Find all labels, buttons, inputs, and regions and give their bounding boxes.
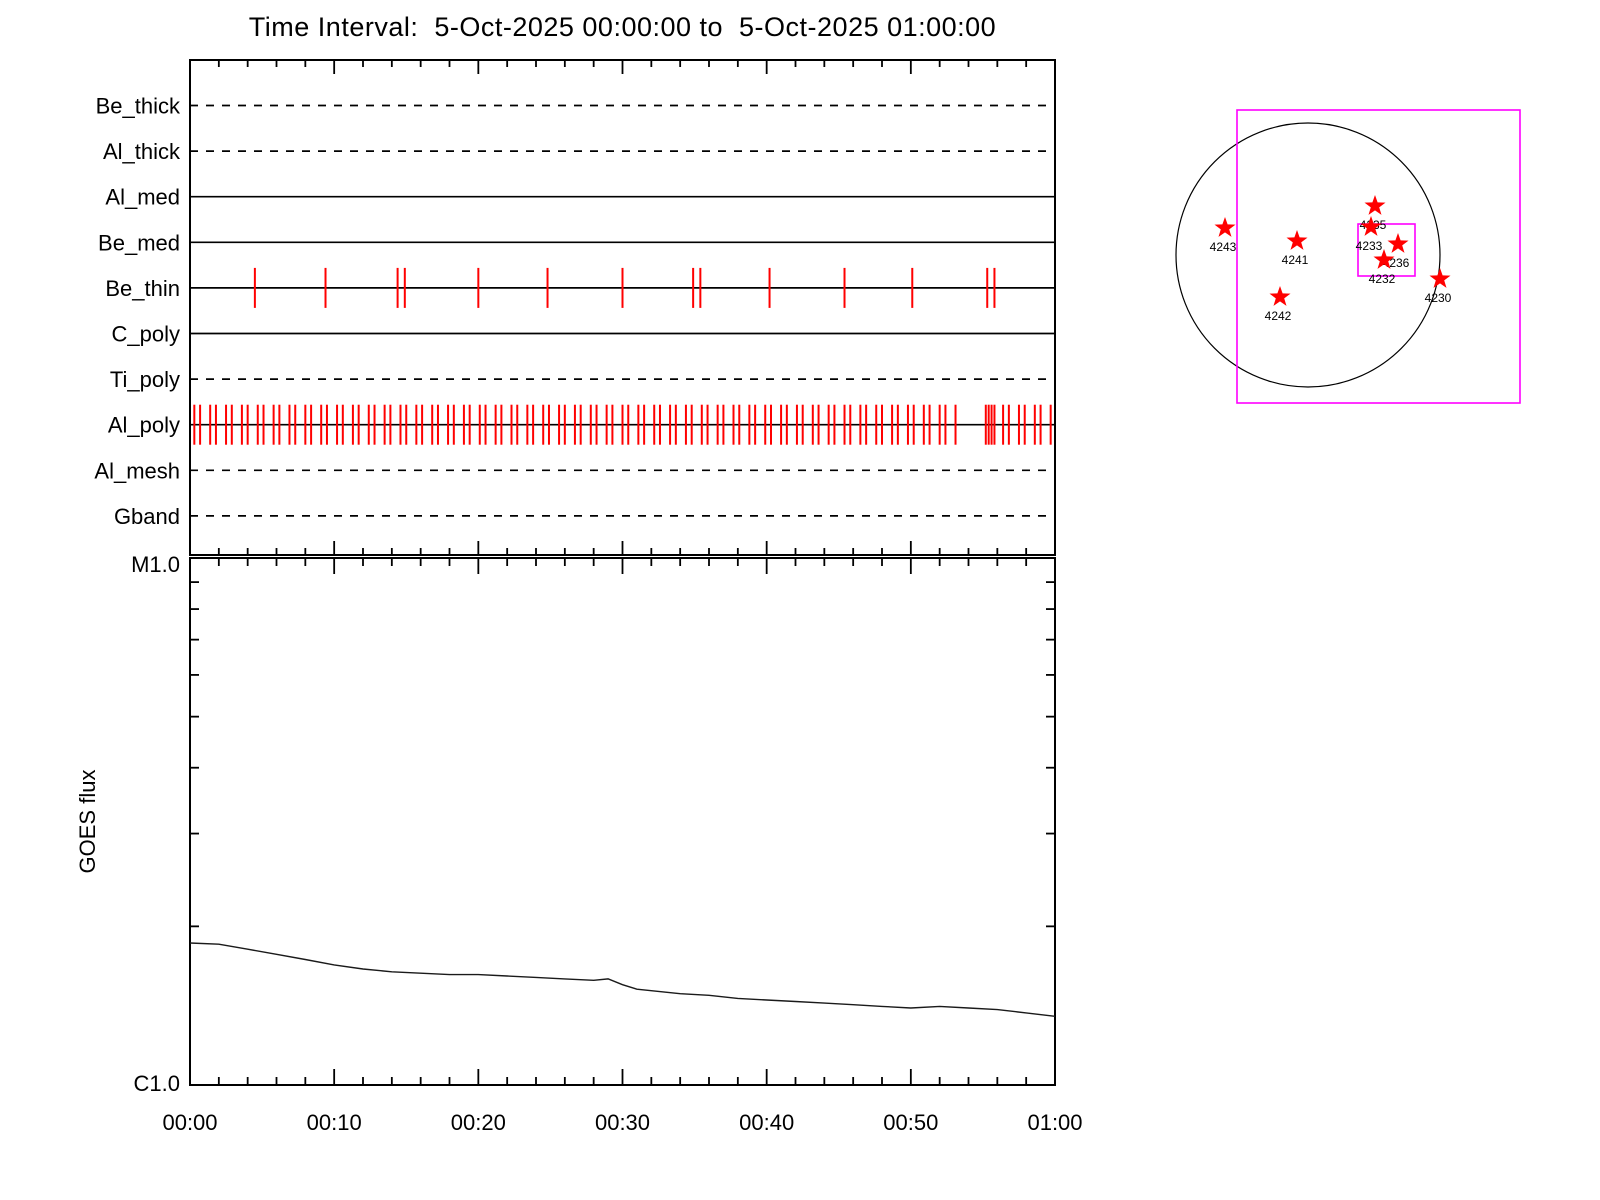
x-axis-label: 00:40: [739, 1110, 794, 1135]
active-region-label: 4233: [1356, 239, 1383, 253]
x-axis-label: 00:10: [307, 1110, 362, 1135]
filter-label: Ti_poly: [110, 367, 180, 392]
active-region-star-icon: [1429, 268, 1451, 288]
y-axis-top-label: M1.0: [131, 552, 180, 577]
active-region-label: 4230: [1425, 291, 1452, 305]
filter-label: Gband: [114, 504, 180, 529]
filter-label: Be_thick: [96, 94, 181, 119]
active-region-label: 4243: [1210, 240, 1237, 254]
filter-label: Be_thin: [105, 276, 180, 301]
fov-box-1: [1236, 109, 1521, 404]
filter-label: C_poly: [112, 322, 180, 347]
x-axis-label: 01:00: [1027, 1110, 1082, 1135]
active-region-star-icon: [1373, 249, 1395, 269]
filter-timeline-panel: Be_thick Al_thick Al_med Be_med Be_thin C_pol…: [94, 59, 1056, 556]
active-region-label: 4242: [1265, 309, 1292, 323]
filter-label: Al_med: [105, 185, 180, 210]
sun-map: 42434241423542334236423242304242: [1175, 109, 1521, 404]
y-axis-bottom-label: C1.0: [134, 1071, 180, 1096]
x-axis-label: 00:30: [595, 1110, 650, 1135]
goes-panel-border: [189, 557, 1056, 1086]
solar-disk-limb: [1175, 122, 1441, 388]
fov-box-2: [1357, 223, 1416, 277]
goes-flux-curve: [189, 942, 1056, 1017]
active-region-star-icon: [1360, 216, 1382, 236]
active-region-star-icon: [1214, 217, 1236, 237]
filter-label: Al_poly: [108, 413, 180, 438]
active-region-label: 4241: [1282, 253, 1309, 267]
x-axis-label: 00:20: [451, 1110, 506, 1135]
active-region-label: 4232: [1369, 272, 1396, 286]
active-region-star-icon: [1387, 233, 1409, 253]
filter-label: Al_thick: [103, 139, 181, 164]
y-axis-title: GOES flux: [75, 770, 100, 874]
x-axis-label: 00:00: [162, 1110, 217, 1135]
plot-title: Time Interval: 5-Oct-2025 00:00:00 to 5-…: [248, 12, 997, 42]
filter-label: Al_mesh: [94, 458, 180, 483]
goes-flux-panel: M1.0 C1.0 00:00 00:10 00:20 00:30 00:40 00:50 01…: [75, 552, 1083, 1135]
x-axis-label: 00:50: [883, 1110, 938, 1135]
active-region-star-icon: [1364, 195, 1386, 215]
active-region-star-icon: [1269, 286, 1291, 306]
filter-label: Be_med: [98, 230, 180, 255]
active-region-star-icon: [1286, 230, 1308, 250]
